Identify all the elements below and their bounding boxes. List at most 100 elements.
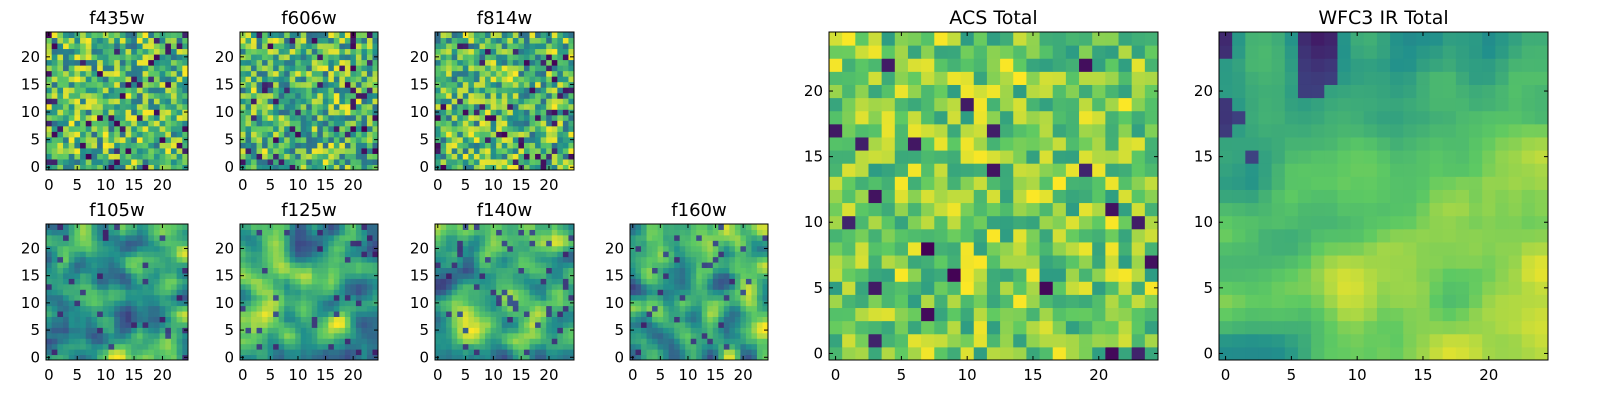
heatmap-cell — [306, 153, 313, 160]
heatmap-cell — [685, 229, 692, 236]
heatmap-cell — [685, 349, 692, 356]
heatmap-cell — [170, 32, 178, 39]
heatmap-cell — [663, 234, 670, 241]
heatmap-cell — [240, 120, 247, 127]
heatmap-cell — [80, 245, 87, 252]
heatmap-cell — [512, 349, 519, 356]
heatmap-cell — [1065, 176, 1080, 190]
heatmap-cell — [947, 294, 962, 309]
heatmap-cell — [523, 125, 531, 132]
heatmap-cell — [907, 202, 922, 217]
heatmap-cell — [435, 321, 442, 328]
heatmap-cell — [473, 311, 480, 317]
heatmap-cell — [350, 321, 357, 328]
heatmap-cell — [372, 48, 379, 55]
heatmap-cell — [907, 228, 922, 243]
heatmap-cell — [668, 321, 675, 328]
heatmap-cell — [333, 327, 340, 334]
x-tick-label: 5 — [461, 366, 471, 384]
heatmap-cell — [51, 327, 58, 334]
heatmap-cell — [1144, 294, 1159, 309]
heatmap-cell — [344, 103, 351, 110]
heatmap-cell — [170, 153, 178, 160]
heatmap-cell — [960, 228, 975, 243]
heatmap-cell — [934, 241, 948, 256]
heatmap-cell — [657, 311, 664, 317]
heatmap-cell — [350, 125, 357, 132]
heatmap-cell — [540, 120, 547, 127]
heatmap-cell — [366, 316, 373, 323]
heatmap-cell — [63, 65, 70, 72]
heatmap-cell — [142, 272, 149, 279]
heatmap-cell — [300, 103, 307, 110]
heatmap-cell — [97, 321, 104, 328]
heatmap-cell — [300, 262, 307, 269]
heatmap-cell — [518, 48, 525, 55]
heatmap-cell — [696, 278, 703, 285]
heatmap-cell — [986, 176, 1001, 190]
heatmap-cell — [317, 147, 324, 154]
heatmap-cell — [344, 321, 351, 328]
heatmap-cell — [344, 65, 351, 72]
heatmap-cell — [322, 147, 329, 154]
heatmap-cell — [74, 272, 81, 279]
heatmap-cell — [278, 98, 285, 105]
heatmap-cell — [142, 164, 149, 171]
heatmap-cell — [468, 321, 475, 328]
heatmap-cell — [501, 81, 508, 88]
heatmap-cell — [751, 338, 758, 345]
heatmap-cell — [881, 176, 896, 190]
heatmap-cell — [934, 189, 948, 204]
heatmap-cell — [85, 311, 92, 317]
heatmap-cell — [551, 332, 558, 339]
heatmap-cell — [756, 229, 763, 236]
heatmap-cell — [159, 272, 166, 279]
heatmap-cell — [251, 234, 258, 241]
heatmap-cell — [170, 48, 178, 55]
heatmap-cell — [842, 215, 856, 230]
heatmap-cell — [256, 65, 263, 72]
heatmap-cell — [153, 251, 161, 258]
heatmap-cell — [68, 153, 75, 160]
heatmap-cell — [1105, 268, 1120, 282]
heatmap-cell — [80, 349, 87, 356]
heatmap-cell — [501, 294, 508, 301]
heatmap-cell — [546, 65, 553, 72]
heatmap-cell — [473, 316, 480, 323]
y-tick-label: 0 — [419, 348, 429, 366]
heatmap-cell — [328, 262, 335, 269]
heatmap-cell — [136, 267, 144, 274]
x-tick-label: 15 — [706, 366, 725, 384]
heatmap-cell — [568, 153, 575, 160]
heatmap-cell — [529, 316, 536, 323]
heatmap-cell — [934, 307, 948, 322]
heatmap-cell — [148, 81, 155, 88]
heatmap-cell — [366, 343, 373, 350]
heatmap-cell — [80, 164, 87, 171]
heatmap-cell — [468, 120, 475, 127]
heatmap-cell — [311, 224, 318, 230]
heatmap-cell — [496, 300, 503, 307]
heatmap-cell — [568, 120, 575, 127]
heatmap-cell — [322, 256, 329, 263]
heatmap-cell — [176, 321, 183, 328]
heatmap-cell — [148, 98, 155, 105]
heatmap-cell — [960, 241, 975, 256]
heatmap-cell — [894, 228, 909, 243]
heatmap-cell — [842, 150, 856, 164]
heatmap-cell — [366, 349, 373, 356]
heatmap-cell — [501, 120, 508, 127]
heatmap-cell — [551, 321, 558, 328]
heatmap-cell — [278, 256, 285, 263]
heatmap-cell — [57, 87, 64, 94]
heatmap-cell — [165, 59, 172, 66]
heatmap-cell — [284, 267, 291, 274]
heatmap-cell — [80, 142, 87, 149]
heatmap-cell — [102, 131, 109, 138]
heatmap-cell — [267, 245, 274, 252]
heatmap-cell — [278, 65, 285, 72]
heatmap-cell — [960, 307, 975, 322]
heatmap-cell — [696, 300, 703, 307]
heatmap-cell — [473, 305, 480, 312]
